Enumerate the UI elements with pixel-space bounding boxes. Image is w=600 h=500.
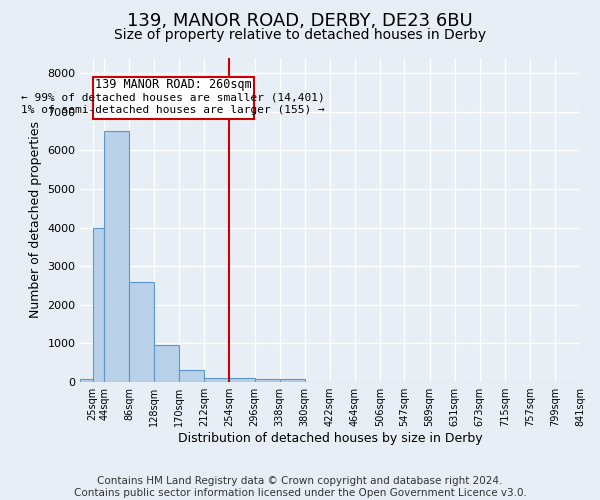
Bar [80,379,93,382]
Text: 1% of semi-detached houses are larger (155) →: 1% of semi-detached houses are larger (1… [22,105,325,115]
Bar [179,370,205,382]
Text: 139, MANOR ROAD, DERBY, DE23 6BU: 139, MANOR ROAD, DERBY, DE23 6BU [127,12,473,30]
Y-axis label: Number of detached properties: Number of detached properties [29,122,41,318]
X-axis label: Distribution of detached houses by size in Derby: Distribution of detached houses by size … [178,432,482,445]
FancyBboxPatch shape [93,77,254,118]
Bar [104,131,129,382]
Bar [229,378,254,382]
Bar [93,228,104,382]
Text: 139 MANOR ROAD: 260sqm: 139 MANOR ROAD: 260sqm [95,78,252,91]
Text: Contains HM Land Registry data © Crown copyright and database right 2024.
Contai: Contains HM Land Registry data © Crown c… [74,476,526,498]
Bar [254,379,280,382]
Text: ← 99% of detached houses are smaller (14,401): ← 99% of detached houses are smaller (14… [22,92,325,102]
Bar [154,346,179,382]
Bar [280,379,305,382]
Bar [129,282,154,382]
Bar [205,378,229,382]
Text: Size of property relative to detached houses in Derby: Size of property relative to detached ho… [114,28,486,42]
